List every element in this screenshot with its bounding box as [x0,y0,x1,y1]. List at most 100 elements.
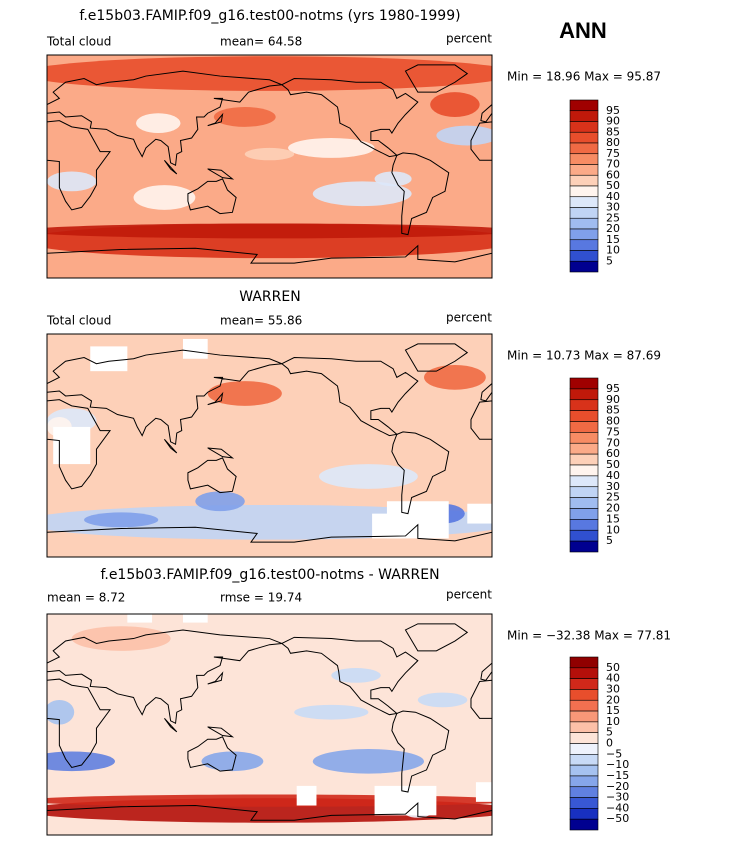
colorbar-box [569,764,599,777]
left-label: Total cloud [46,314,111,328]
colorbar-box [569,399,599,411]
field-blob [244,147,295,161]
right-label: percent [446,588,492,602]
field-blob [47,699,75,725]
coastline [280,357,419,437]
map-frame [46,613,493,836]
coastline [404,64,469,93]
field-blob [47,751,115,772]
center-label: mean= 55.86 [220,314,302,328]
colorbar-label: 40 [606,672,620,685]
coastline [47,349,283,446]
field-blob [136,113,181,134]
colorbar-box [569,196,599,208]
field-blob [207,381,282,406]
colorbar-label: −50 [606,812,629,825]
colorbar-box [569,656,599,669]
colorbar-box [569,710,599,723]
coastline [207,391,224,406]
coastline [47,801,492,835]
coastline [470,400,492,440]
colorbar-box [569,743,599,755]
coastline [47,244,492,278]
colorbar-label: −15 [606,769,629,782]
field-blob [312,749,425,774]
colorbar-label: 90 [606,393,620,406]
coastline [280,636,419,716]
field-blob [436,125,492,146]
missing-data [182,338,208,359]
colorbar-label: 25 [606,211,620,224]
colorbar-label: 60 [606,447,620,460]
colorbar-box [569,818,599,831]
coastline [470,121,492,161]
colorbar-box [569,721,599,733]
colorbar-label: 90 [606,115,620,128]
colorbar-label: 75 [606,147,620,160]
field-blob [195,491,245,512]
field-blob [71,626,171,651]
map [47,614,492,835]
colorbar-box [569,667,599,679]
colorbar-box [569,207,599,219]
colorbar-label: 40 [606,190,620,203]
colorbar-label: 70 [606,436,620,449]
missing-data [475,782,492,802]
missing-data [467,503,492,524]
colorbar-box [569,442,599,455]
colorbar-box [569,228,599,241]
left-label: mean = 8.72 [47,591,125,605]
colorbar-label: 5 [606,726,613,739]
colorbar-label: 15 [606,233,620,246]
field-blob [312,181,412,207]
colorbar-label: 50 [606,458,620,471]
missing-data [182,614,208,623]
missing-data [374,785,437,816]
missing-data [296,785,317,806]
coastline [207,168,235,180]
colorbar-label: 80 [606,136,620,149]
right-label: percent [446,32,492,46]
colorbar-label: −10 [606,758,629,771]
colorbar-label: 75 [606,425,620,438]
coastline [404,623,469,652]
colorbar-box [569,142,599,155]
colorbar-box [569,260,599,273]
colorbar-box [569,486,599,498]
coastline [480,662,492,681]
field-blob [288,138,375,158]
coastline [47,523,492,557]
panel: f.e15b03.FAMIP.f09_g16.test00-notms - WA… [46,567,671,836]
field-blob [84,512,159,528]
missing-data [90,346,128,372]
field-blob [417,692,468,708]
range-label: Min = 18.96 Max = 95.87 [507,70,661,84]
colorbar-box [569,497,599,509]
colorbar-label: −5 [606,747,622,760]
colorbar-box [569,508,599,520]
coastline [391,710,450,793]
center-label: rmse = 19.74 [220,591,302,605]
coastline [164,159,178,175]
colorbar-label: −30 [606,791,629,804]
colorbar-box [569,529,599,542]
colorbar-label: 50 [606,661,620,674]
field-blob [133,185,196,210]
colorbar-box [569,164,599,176]
coastline [207,112,224,127]
coastline [404,343,469,372]
colorbar-label: 5 [606,254,613,267]
colorbar-box [569,808,599,820]
colorbar-box [569,250,599,262]
coastline [280,78,419,158]
field-blob [430,92,480,117]
field-blob [331,668,381,683]
coastline [47,399,112,490]
panel-title: f.e15b03.FAMIP.f09_g16.test00-notms - WA… [100,567,439,583]
coastline [187,178,237,215]
range-label: Min = −32.38 Max = 77.81 [507,629,671,643]
colorbar-label: 15 [606,512,620,525]
coastline [480,382,492,402]
